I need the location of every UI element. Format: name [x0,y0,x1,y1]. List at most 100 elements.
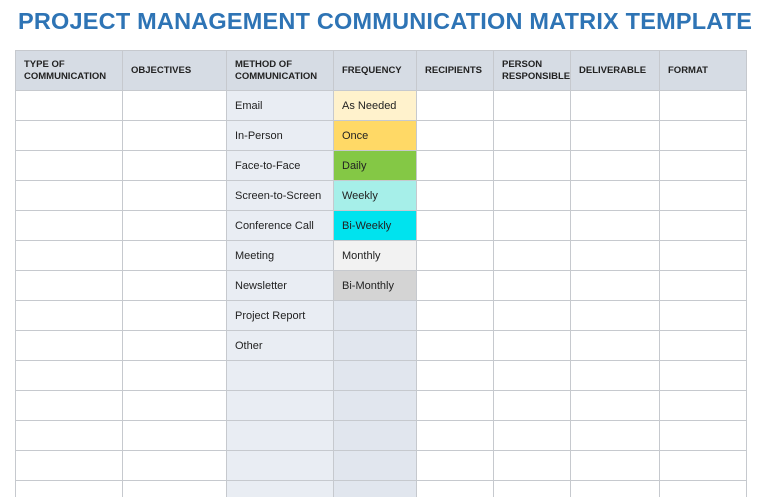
cell [122,90,227,121]
cell [122,450,227,481]
method-cell: In-Person [226,120,334,151]
table-row: Project Report [15,300,747,331]
cell [416,240,494,271]
header-row: TYPE OF COMMUNICATION OBJECTIVES METHOD OF… [15,50,747,91]
table-row: Screen-to-Screen Weekly [15,180,747,211]
cell [493,120,571,151]
cell [15,330,123,361]
method-cell: Conference Call [226,210,334,241]
table-row [15,360,747,391]
table-row: Newsletter Bi-Monthly [15,270,747,301]
cell [493,450,571,481]
column-header: DELIVERABLE [570,50,660,91]
cell [416,180,494,211]
method-cell: Other [226,330,334,361]
column-header: RECIPIENTS [416,50,494,91]
cell [493,90,571,121]
frequency-cell [333,300,417,331]
frequency-cell: As Needed [333,90,417,121]
cell [15,210,123,241]
cell [416,120,494,151]
cell [493,300,571,331]
cell [570,180,660,211]
cell [493,330,571,361]
frequency-cell [333,360,417,391]
cell [122,330,227,361]
method-cell [226,420,334,451]
cell [570,480,660,497]
cell [416,210,494,241]
table-row: Meeting Monthly [15,240,747,271]
table-row [15,480,747,497]
method-cell: Email [226,90,334,121]
method-cell: Newsletter [226,270,334,301]
cell [122,360,227,391]
cell [15,240,123,271]
cell [15,270,123,301]
frequency-cell: Daily [333,150,417,181]
cell [15,390,123,421]
cell [122,390,227,421]
cell [659,90,747,121]
table-row: Conference Call Bi-Weekly [15,210,747,241]
cell [493,180,571,211]
cell [15,300,123,331]
cell [570,270,660,301]
frequency-cell: Monthly [333,240,417,271]
cell [493,360,571,391]
cell [659,210,747,241]
cell [15,120,123,151]
cell [493,150,571,181]
cell [15,450,123,481]
cell [570,390,660,421]
cell [416,450,494,481]
table-row: In-Person Once [15,120,747,151]
column-header: OBJECTIVES [122,50,227,91]
cell [659,420,747,451]
cell [570,120,660,151]
cell [416,420,494,451]
method-cell [226,360,334,391]
cell [122,240,227,271]
frequency-cell: Bi-Weekly [333,210,417,241]
cell [15,360,123,391]
frequency-cell: Bi-Monthly [333,270,417,301]
cell [659,300,747,331]
frequency-cell [333,390,417,421]
table-row: Other [15,330,747,361]
cell [493,420,571,451]
cell [122,150,227,181]
page-title: PROJECT MANAGEMENT COMMUNICATION MATRIX … [18,8,753,34]
cell [570,300,660,331]
cell [122,120,227,151]
cell [659,390,747,421]
cell [493,270,571,301]
cell [570,450,660,481]
cell [659,330,747,361]
cell [493,240,571,271]
method-cell: Meeting [226,240,334,271]
table-row: Face-to-Face Daily [15,150,747,181]
column-header: FORMAT [659,50,747,91]
cell [659,240,747,271]
cell [570,330,660,361]
cell [416,90,494,121]
cell [493,390,571,421]
cell [659,270,747,301]
cell [15,90,123,121]
cell [659,180,747,211]
cell [122,300,227,331]
cell [659,450,747,481]
frequency-cell: Weekly [333,180,417,211]
cell [416,150,494,181]
table-row [15,450,747,481]
cell [493,480,571,497]
frequency-cell [333,420,417,451]
cell [416,270,494,301]
cell [15,150,123,181]
cell [416,360,494,391]
cell [659,480,747,497]
method-cell: Project Report [226,300,334,331]
column-header: FREQUENCY [333,50,417,91]
